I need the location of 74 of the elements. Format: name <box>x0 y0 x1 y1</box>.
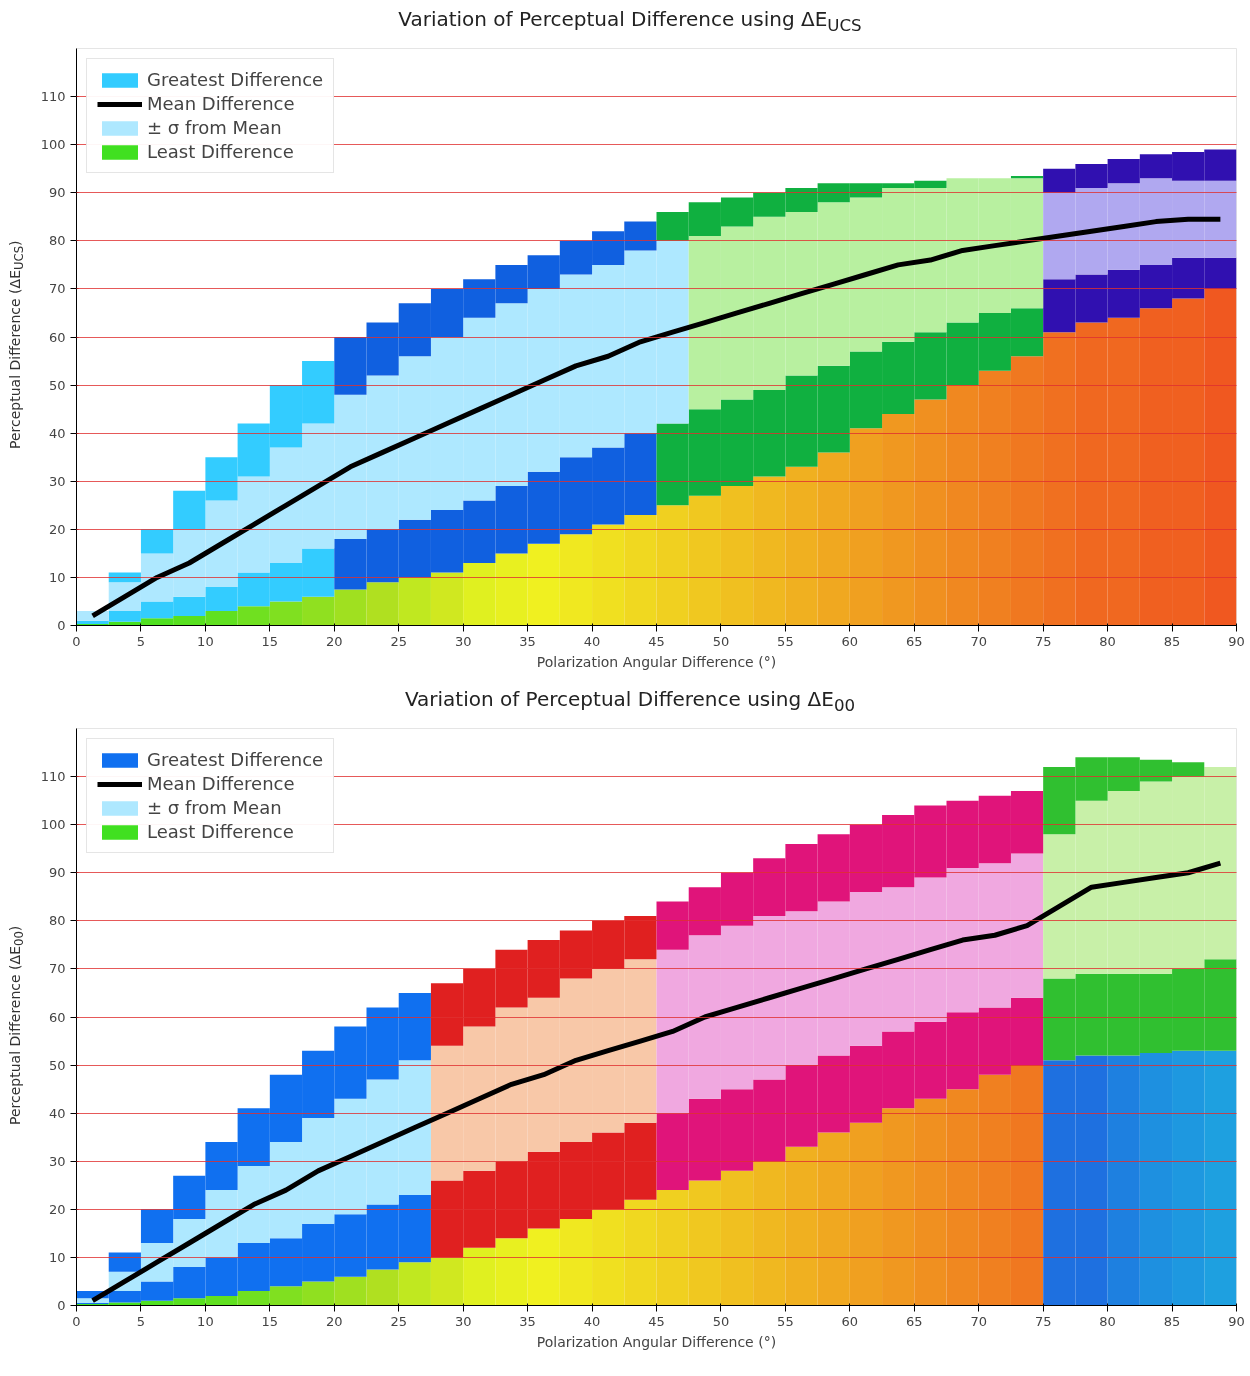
y-tick-label: 60 <box>48 1009 66 1025</box>
x-tick-label: 75 <box>1034 1313 1052 1329</box>
x-tick-label: 60 <box>841 633 859 649</box>
legend-label: Mean Difference <box>147 773 295 794</box>
y-tick-label: 10 <box>48 569 66 585</box>
x-axis-title: Polarization Angular Difference (°) <box>536 1333 777 1350</box>
x-tick-label: 10 <box>197 633 214 649</box>
y-tick-label: 80 <box>48 913 66 929</box>
y-tick-label: 70 <box>48 281 66 297</box>
y-tick-label: 90 <box>48 865 66 881</box>
legend-label: Least Difference <box>147 821 294 842</box>
y-tick-label: 60 <box>48 329 66 345</box>
x-tick-label: 70 <box>970 1313 987 1329</box>
x-tick-label: 75 <box>1034 633 1052 649</box>
y-tick-label: 30 <box>48 473 66 489</box>
x-tick-label: 55 <box>777 1313 794 1329</box>
legend-label: Mean Difference <box>147 93 295 114</box>
y-tick-label: 100 <box>40 817 66 833</box>
x-tick-label: 40 <box>583 1313 601 1329</box>
x-tick-label: 80 <box>1099 633 1116 649</box>
y-tick-label: 20 <box>48 521 66 537</box>
y-tick-label: 0 <box>57 618 66 633</box>
x-tick-label: 25 <box>390 1313 407 1329</box>
x-tick-label: 45 <box>648 633 665 649</box>
y-tick-label: 40 <box>48 1105 66 1121</box>
x-tick-label: 90 <box>1228 633 1245 649</box>
x-tick-label: 35 <box>519 633 536 649</box>
x-tick-label: 25 <box>390 633 407 649</box>
x-axis-title: Polarization Angular Difference (°) <box>536 653 777 670</box>
y-tick-label: 30 <box>48 1153 66 1169</box>
x-tick-label: 85 <box>1163 1313 1181 1329</box>
x-tick-label: 20 <box>326 633 343 649</box>
legend-label: Greatest Difference <box>147 69 324 90</box>
x-tick-label: 60 <box>841 1313 859 1329</box>
y-tick-label: 50 <box>48 1057 66 1073</box>
x-tick-label: 65 <box>906 633 923 649</box>
legend-label: ± σ from Mean <box>147 797 282 818</box>
y-tick-label: 110 <box>40 89 66 105</box>
y-tick-label: 80 <box>48 233 66 249</box>
x-tick-label: 85 <box>1163 633 1181 649</box>
x-tick-label: 50 <box>712 1313 730 1329</box>
legend-label: Least Difference <box>147 141 294 162</box>
y-tick-label: 70 <box>48 961 66 977</box>
x-tick-label: 90 <box>1228 1313 1245 1329</box>
x-tick-label: 35 <box>519 1313 536 1329</box>
chart-title: Variation of Perceptual Difference using ΔE$_{UCS}$ <box>398 6 862 37</box>
y-tick-label: 50 <box>48 377 66 393</box>
chart-title: Variation of Perceptual Difference using ΔE$_{00}$ <box>404 686 856 717</box>
y-tick-label: 20 <box>48 1201 66 1217</box>
y-tick-label: 40 <box>48 425 66 441</box>
x-tick-label: 50 <box>712 633 730 649</box>
y-tick-label: 10 <box>48 1249 66 1265</box>
x-tick-label: 0 <box>72 1313 81 1329</box>
x-tick-label: 80 <box>1099 1313 1116 1329</box>
x-tick-label: 40 <box>583 633 601 649</box>
legend-label: Greatest Difference <box>147 749 324 770</box>
x-tick-label: 0 <box>72 633 81 649</box>
x-tick-label: 20 <box>326 1313 343 1329</box>
x-tick-label: 5 <box>136 1313 146 1329</box>
legend-label: ± σ from Mean <box>147 117 282 138</box>
x-tick-label: 15 <box>261 1313 279 1329</box>
x-tick-label: 30 <box>454 633 472 649</box>
y-tick-label: 90 <box>48 185 66 201</box>
x-tick-label: 55 <box>777 633 794 649</box>
x-tick-label: 15 <box>261 633 279 649</box>
x-tick-label: 65 <box>906 1313 923 1329</box>
y-tick-label: 100 <box>40 137 66 153</box>
x-tick-label: 45 <box>648 1313 665 1329</box>
y-tick-label: 0 <box>57 1298 66 1313</box>
x-tick-label: 70 <box>970 633 987 649</box>
x-tick-label: 30 <box>454 1313 472 1329</box>
x-tick-label: 10 <box>197 1313 214 1329</box>
y-tick-label: 110 <box>40 769 66 785</box>
x-tick-label: 5 <box>136 633 146 649</box>
